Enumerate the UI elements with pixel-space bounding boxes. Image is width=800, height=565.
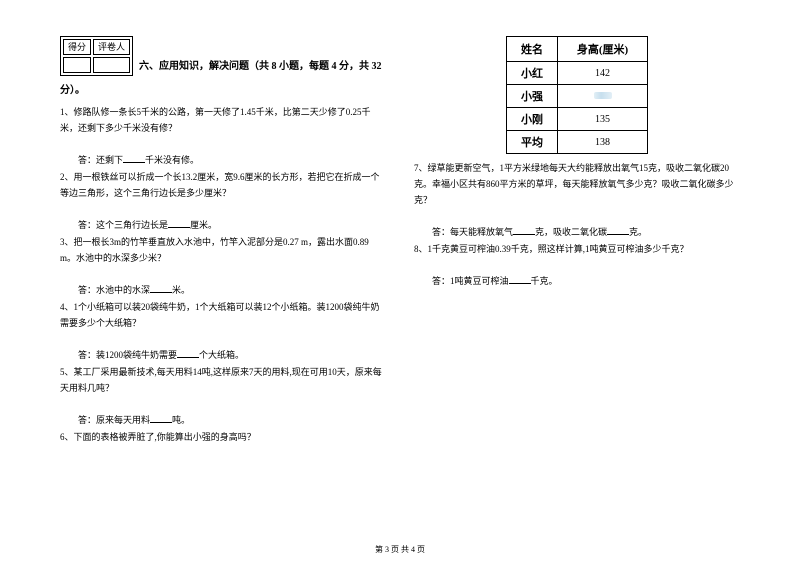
cell-name-3: 平均 [507, 131, 558, 154]
question-8: 8、1千克黄豆可榨油0.39千克，照这样计算,1吨黄豆可榨油多少千克？ [414, 241, 740, 257]
score-box-grader-label: 评卷人 [93, 39, 130, 55]
table-row: 平均 138 [507, 131, 648, 154]
question-2: 2、用一根铁丝可以折成一个长13.2厘米，宽9.6厘米的长方形，若把它在折成一个… [60, 169, 386, 201]
question-5: 5、某工厂采用最新技术,每天用料14吨,这样原来7天的用料,现在可用10天，原来… [60, 364, 386, 396]
blank [509, 274, 531, 284]
cell-val-3: 138 [558, 131, 648, 154]
table-row: 小红 142 [507, 62, 648, 85]
left-column: 得分 评卷人 六、应用知识，解决问题（共 8 小题，每题 4 分，共 32 分）… [60, 36, 386, 445]
height-table: 姓名 身高(厘米) 小红 142 小强 小刚 135 平均 138 [506, 36, 648, 154]
question-3: 3、把一根长3m的竹竿垂直放入水池中，竹竿入泥部分是0.27 m，露出水面0.8… [60, 234, 386, 266]
page-footer: 第 3 页 共 4 页 [0, 544, 800, 555]
cell-name-1: 小强 [507, 85, 558, 108]
answer-3-post: 米。 [172, 285, 190, 295]
th-height: 身高(厘米) [558, 37, 648, 62]
cell-val-2: 135 [558, 108, 648, 131]
score-box: 得分 评卷人 [60, 36, 133, 76]
question-1: 1、修路队修一条长5千米的公路，第一天修了1.45千米，比第二天少修了0.25千… [60, 104, 386, 136]
answer-1-pre: 答：还剩下 [78, 155, 123, 165]
section-heading-row: 得分 评卷人 六、应用知识，解决问题（共 8 小题，每题 4 分，共 32 [60, 36, 386, 80]
table-header-row: 姓名 身高(厘米) [507, 37, 648, 62]
blank [123, 153, 145, 163]
answer-4-post: 个大纸箱。 [199, 350, 244, 360]
answer-4-pre: 答：装1200袋纯牛奶需要 [78, 350, 177, 360]
blank [150, 283, 172, 293]
answer-2: 答：这个三角行边长是 厘米。 [60, 217, 386, 233]
score-box-score-cell [63, 57, 91, 73]
answer-5-pre: 答：原来每天用料 [78, 415, 150, 425]
cell-val-0: 142 [558, 62, 648, 85]
answer-1: 答：还剩下 千米没有修。 [60, 152, 386, 168]
question-4: 4、1个小纸箱可以装20袋纯牛奶，1个大纸箱可以装12个小纸箱。装1200袋纯牛… [60, 299, 386, 331]
cell-name-2: 小刚 [507, 108, 558, 131]
answer-2-post: 厘米。 [190, 220, 217, 230]
blank [168, 218, 190, 228]
blank [513, 225, 535, 235]
th-name: 姓名 [507, 37, 558, 62]
answer-8: 答：1吨黄豆可榨油 千克。 [414, 273, 740, 289]
section-title: 六、应用知识，解决问题（共 8 小题，每题 4 分，共 32 [139, 60, 382, 74]
smudge-icon [594, 92, 612, 99]
table-row: 小强 [507, 85, 648, 108]
answer-4: 答：装1200袋纯牛奶需要 个大纸箱。 [60, 347, 386, 363]
score-box-score-label: 得分 [63, 39, 91, 55]
answer-7-pre: 答：每天能释放氧气 [432, 227, 513, 237]
score-box-grader-cell [93, 57, 130, 73]
cell-name-0: 小红 [507, 62, 558, 85]
cell-val-1 [558, 85, 648, 108]
question-6: 6、下面的表格被弄脏了,你能算出小强的身高吗？ [60, 429, 386, 445]
answer-7: 答：每天能释放氧气 克，吸收二氧化碳 克。 [414, 224, 740, 240]
answer-5: 答：原来每天用料 吨。 [60, 412, 386, 428]
answer-8-pre: 答：1吨黄豆可榨油 [432, 276, 509, 286]
right-column: 姓名 身高(厘米) 小红 142 小强 小刚 135 平均 138 7、绿草能更… [414, 36, 740, 445]
blank [150, 413, 172, 423]
answer-7-post: 克。 [629, 227, 647, 237]
answer-1-post: 千米没有修。 [145, 155, 199, 165]
question-7: 7、绿草能更新空气，1平方米绿地每天大约能释放出氧气15克，吸收二氧化碳20克。… [414, 160, 740, 208]
answer-5-post: 吨。 [172, 415, 190, 425]
answer-8-post: 千克。 [531, 276, 558, 286]
table-row: 小刚 135 [507, 108, 648, 131]
answer-3-pre: 答：水池中的水深 [78, 285, 150, 295]
answer-7-mid: 克，吸收二氧化碳 [535, 227, 607, 237]
answer-3: 答：水池中的水深 米。 [60, 282, 386, 298]
blank [177, 348, 199, 358]
blank [607, 225, 629, 235]
section-title-tail: 分）。 [60, 84, 386, 98]
answer-2-pre: 答：这个三角行边长是 [78, 220, 168, 230]
